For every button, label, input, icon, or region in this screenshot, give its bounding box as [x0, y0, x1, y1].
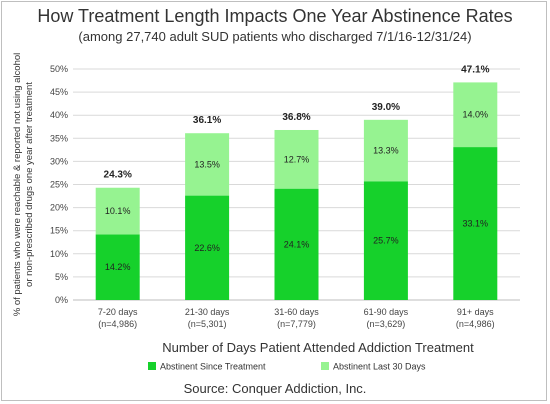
chart-subtitle: (among 27,740 adult SUD patients who dis…	[78, 29, 472, 44]
y-tick-label: 45%	[50, 87, 68, 97]
total-label: 47.1%	[461, 64, 489, 75]
bar-abstinent-last-30-days	[274, 129, 319, 189]
bar-abstinent-last-30-days	[363, 119, 408, 182]
legend-swatch	[321, 362, 329, 370]
data-label: 13.3%	[373, 146, 399, 156]
legend-label: Abstinent Since Treatment	[160, 362, 266, 372]
source-note: Source: Conquer Addiction, Inc.	[183, 381, 367, 396]
total-label: 24.3%	[104, 170, 132, 181]
y-axis-title: % of patients who were reachable & repor…	[12, 53, 35, 317]
x-tick-label: 61-90 days	[364, 307, 409, 317]
y-tick-label: 5%	[55, 272, 68, 282]
x-tick-label: (n=5,301)	[188, 319, 227, 329]
data-label: 22.6%	[194, 243, 220, 253]
y-tick-label: 0%	[55, 295, 68, 305]
x-tick-label: (n=7,779)	[277, 319, 316, 329]
data-label: 24.1%	[284, 239, 310, 249]
data-label: 33.1%	[463, 219, 489, 229]
data-label: 12.7%	[284, 154, 310, 164]
x-tick-label: (n=4,986)	[456, 319, 495, 329]
data-label: 14.0%	[463, 110, 489, 120]
legend-label: Abstinent Last 30 Days	[333, 362, 426, 372]
x-tick-label: 21-30 days	[185, 307, 230, 317]
bar-abstinent-since-treatment	[363, 181, 408, 300]
legend: Abstinent Since Treatment Abstinent Last …	[148, 362, 426, 372]
total-label: 36.1%	[193, 115, 221, 126]
bar-abstinent-since-treatment	[453, 147, 498, 300]
y-tick-labels: 0% 5% 10% 15% 20% 25% 30% 35% 40% 45% 50%	[50, 64, 68, 305]
y-axis-title-line: or non-prescribed drugs one year after t…	[24, 82, 35, 287]
x-tick-label: 91+ days	[457, 307, 494, 317]
x-tick-label: (n=4,986)	[98, 319, 137, 329]
y-tick-label: 40%	[50, 110, 68, 120]
y-tick-label: 15%	[50, 226, 68, 236]
data-label: 13.5%	[194, 159, 220, 169]
y-tick-label: 35%	[50, 133, 68, 143]
y-axis-title-line: % of patients who were reachable & repor…	[12, 53, 23, 317]
y-tick-label: 10%	[50, 249, 68, 259]
y-tick-label: 50%	[50, 64, 68, 74]
x-axis-title: Number of Days Patient Attended Addictio…	[162, 340, 474, 355]
bar-abstinent-since-treatment	[95, 234, 140, 300]
x-tick-label: 31-60 days	[274, 307, 319, 317]
bar-abstinent-last-30-days	[185, 133, 230, 196]
y-tick-label: 20%	[50, 203, 68, 213]
x-category-labels: 7-20 days (n=4,986) 21-30 days (n=5,301) 31-…	[98, 307, 495, 329]
data-label: 10.1%	[105, 206, 131, 216]
x-tick-label: 7-20 days	[98, 307, 138, 317]
legend-swatch	[148, 362, 156, 370]
x-tick-label: (n=3,629)	[367, 319, 406, 329]
data-label: 14.2%	[105, 262, 131, 272]
data-label: 25.7%	[373, 236, 399, 246]
y-tick-label: 25%	[50, 180, 68, 190]
bar-abstinent-since-treatment	[274, 188, 319, 300]
bar-abstinent-last-30-days	[453, 82, 498, 148]
chart-title: How Treatment Length Impacts One Year Ab…	[37, 6, 513, 26]
total-label: 36.8%	[282, 112, 310, 123]
bar-abstinent-since-treatment	[185, 195, 230, 300]
bar-abstinent-last-30-days	[95, 187, 140, 235]
total-label: 39.0%	[372, 102, 400, 113]
y-tick-label: 30%	[50, 156, 68, 166]
bars: 14.2% 10.1% 24.3% 22.6% 13.5% 36.1% 24.1% 12.7%…	[95, 64, 498, 300]
